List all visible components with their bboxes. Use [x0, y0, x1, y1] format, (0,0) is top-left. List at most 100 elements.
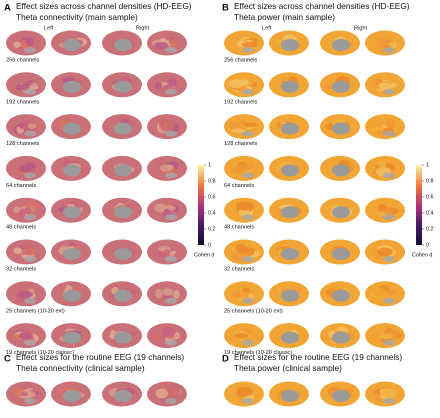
medial-wall	[281, 248, 299, 260]
medial-wall	[63, 390, 81, 402]
colorbar-tick-label: 0.2	[426, 226, 434, 232]
row-label: 32 channels	[6, 266, 36, 272]
medial-wall	[281, 122, 299, 135]
colorbar	[416, 165, 422, 245]
brain-patch	[19, 208, 26, 218]
colorbar-tick-label: 0.6	[208, 194, 216, 200]
brain-patch	[233, 124, 247, 129]
subcortical	[24, 130, 36, 137]
brain-patch	[169, 38, 178, 47]
medial-wall	[114, 122, 132, 135]
medial-wall	[281, 39, 299, 51]
brain-patch	[378, 333, 394, 339]
medial-wall	[63, 164, 81, 177]
medial-wall	[114, 164, 132, 177]
subcortical	[165, 47, 177, 53]
subcortical	[165, 130, 177, 137]
panel-subtitle: Theta connectivity (main sample)	[16, 12, 138, 22]
medial-wall	[332, 248, 350, 260]
brain-patch	[240, 291, 247, 297]
brain-patch	[239, 165, 254, 170]
brain-patch	[17, 290, 33, 298]
brain-patch	[378, 203, 387, 211]
brain-patch	[173, 289, 180, 299]
colorbar-tick-label: 0	[208, 242, 211, 248]
brain-patch	[19, 248, 33, 256]
panel-letter: A	[4, 3, 11, 14]
colorbar	[198, 165, 204, 245]
medial-wall	[332, 164, 350, 177]
subcortical	[24, 256, 36, 262]
brain-patch	[155, 332, 162, 341]
brain-patch	[241, 41, 258, 48]
subcortical	[24, 339, 36, 346]
subcortical	[383, 256, 395, 262]
brain-patch	[19, 332, 33, 340]
medial-wall	[63, 289, 81, 302]
brain-patch	[162, 288, 174, 296]
brain-patch	[239, 206, 251, 211]
brain-patch	[155, 82, 163, 90]
subcortical	[383, 339, 395, 346]
medial-wall	[281, 331, 299, 344]
subcortical	[165, 214, 177, 221]
brain-patch	[155, 288, 163, 299]
subcortical	[383, 297, 395, 304]
row-label: 256 channels	[224, 57, 257, 63]
subcortical	[383, 172, 395, 179]
medial-wall	[332, 390, 350, 402]
row-label: 64 channels	[224, 183, 254, 189]
subcortical	[242, 88, 254, 95]
brain-patch	[234, 333, 249, 339]
panel-letter: D	[222, 354, 229, 365]
brain-patch	[377, 211, 386, 217]
brain-patch	[13, 247, 22, 255]
medial-wall	[332, 39, 350, 51]
row-label: 128 channels	[6, 141, 39, 147]
brain-patch	[155, 388, 169, 399]
medial-wall	[332, 122, 350, 135]
brain-patch	[386, 289, 398, 295]
subcortical	[24, 88, 36, 95]
colorbar-tick-label: 0.4	[426, 210, 434, 216]
brain-patch	[378, 38, 389, 47]
brain-patch	[154, 41, 169, 49]
subcortical	[242, 130, 254, 137]
row-label: 19 channels (10-20 classic)	[6, 350, 74, 356]
brain-patch	[243, 247, 255, 256]
subcortical	[242, 398, 254, 404]
row-label: 128 channels	[224, 141, 257, 147]
colorbar-label: Cohen d	[412, 252, 432, 258]
brain-patch	[371, 126, 386, 132]
row-label: 192 channels	[6, 99, 39, 105]
panel-subtitle: Theta power (main sample)	[234, 12, 335, 22]
brain-patch	[21, 82, 30, 91]
brain-patch	[228, 78, 245, 89]
medial-wall	[281, 80, 299, 93]
subcortical	[165, 398, 177, 404]
subcortical	[165, 339, 177, 346]
medial-wall	[63, 80, 81, 93]
row-label: 25 channels (10-20 ext)	[224, 308, 283, 314]
brain-patch	[27, 123, 37, 129]
brain-patch	[161, 327, 176, 338]
panel-letter: B	[222, 3, 229, 14]
panel-letter: C	[4, 354, 11, 365]
subcortical	[242, 172, 254, 179]
subcortical	[24, 398, 36, 404]
subcortical	[383, 47, 395, 53]
row-label: 32 channels	[224, 266, 254, 272]
subcortical	[242, 214, 254, 221]
medial-wall	[114, 248, 132, 260]
row-label: 256 channels	[6, 57, 39, 63]
row-label: 25 channels (10-20 ext)	[6, 308, 65, 314]
brain-patch	[160, 122, 176, 132]
medial-wall	[114, 390, 132, 402]
medial-wall	[63, 248, 81, 260]
medial-wall	[114, 331, 132, 344]
medial-wall	[63, 39, 81, 51]
brain-patch	[167, 78, 177, 87]
panel-title: Effect sizes for the routine EEG (19 cha…	[234, 352, 402, 362]
subcortical	[165, 88, 177, 95]
brain-patch	[236, 386, 253, 397]
